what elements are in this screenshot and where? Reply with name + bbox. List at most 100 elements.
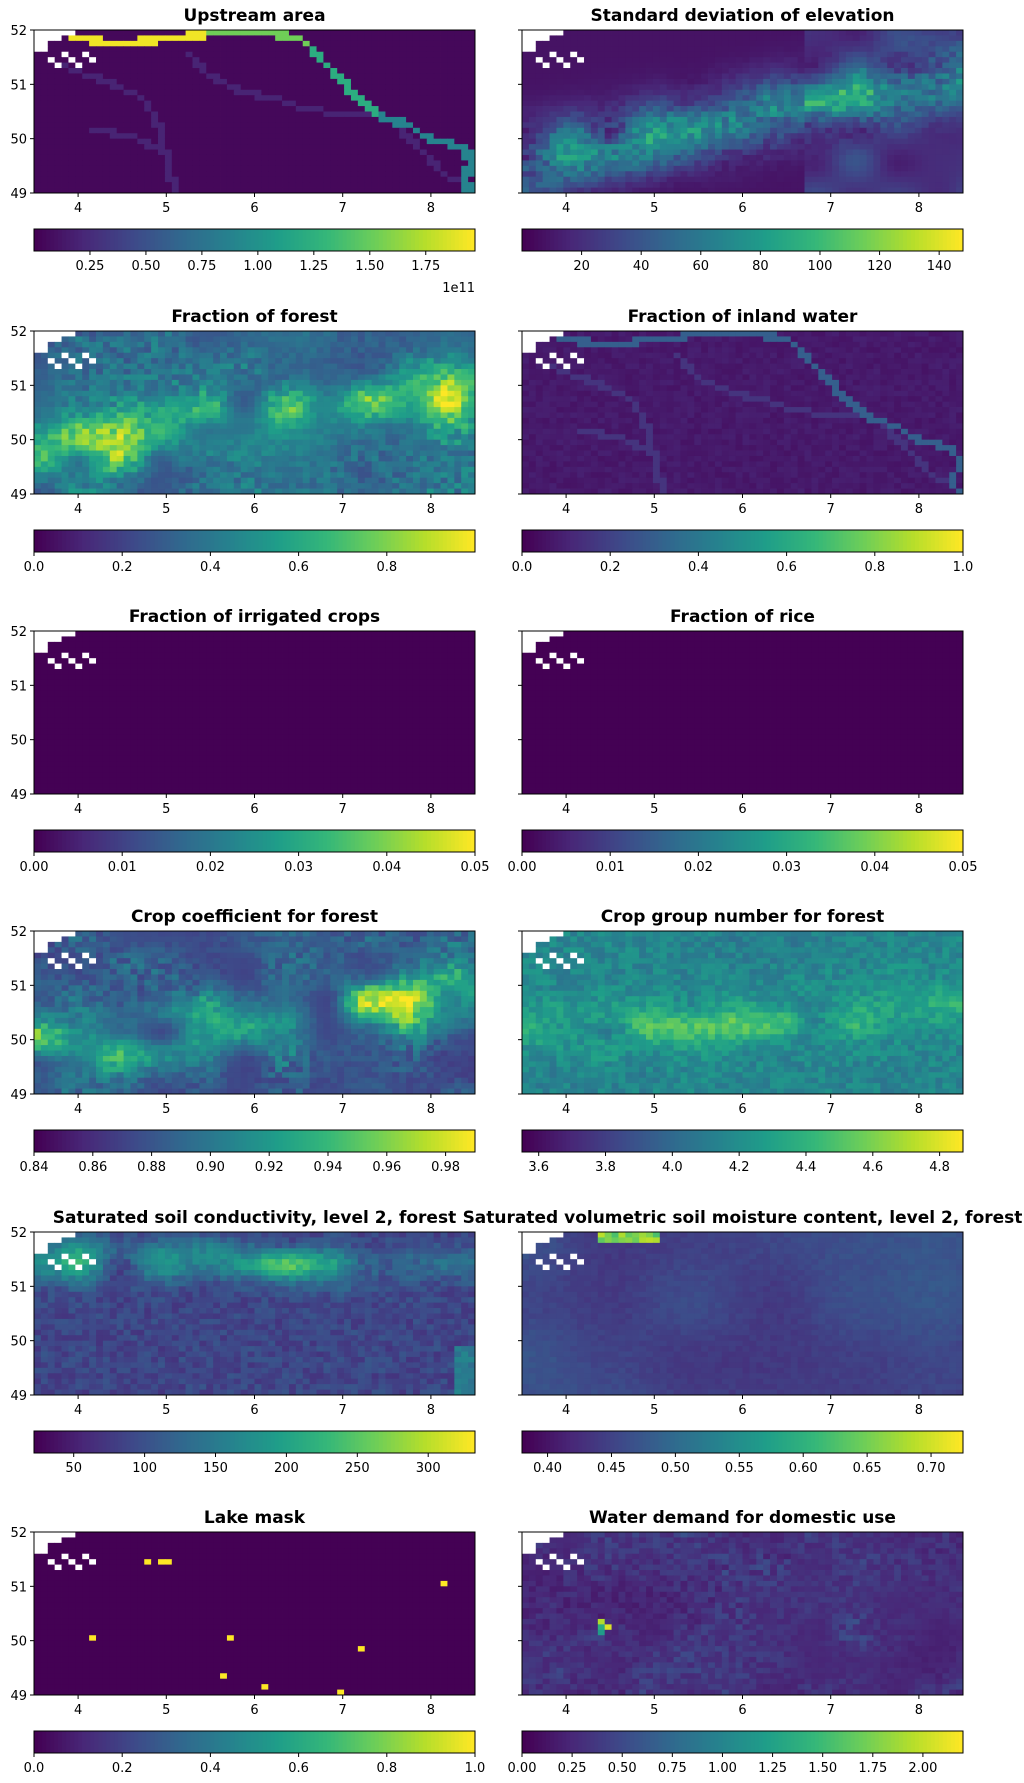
colorbar-tick-label: 0.0: [24, 1761, 45, 1776]
map-y-tick-label: 49: [10, 488, 27, 503]
map-x-tick-label: 6: [250, 1703, 258, 1718]
colorbar-tick-label: 0.6: [776, 560, 797, 575]
map-y-tick-label: 51: [10, 1580, 27, 1595]
colorbar-tick-label: 0.2: [112, 560, 133, 575]
panel-title: Fraction of inland water: [628, 307, 858, 327]
colorbar-tick-label: 0.50: [608, 1761, 637, 1776]
colorbar-tick-label: 0.90: [196, 1160, 225, 1175]
map-x-tick-label: 6: [738, 1102, 746, 1117]
map-x-tick-label: 6: [250, 502, 258, 517]
map-y-tick-label: 51: [10, 1280, 27, 1295]
map-x-tick-label: 5: [650, 1403, 658, 1418]
map-x-tick-label: 7: [339, 1403, 347, 1418]
colorbar-tick-label: 1.00: [243, 259, 272, 274]
colorbar-tick-label: 0.04: [372, 860, 401, 875]
map-x-tick-label: 7: [339, 1102, 347, 1117]
map-x-tick-label: 4: [562, 1703, 570, 1718]
colorbar: 20 40 60 80 100 120 140: [522, 229, 964, 274]
map-x-tick-label: 4: [562, 502, 570, 517]
panel-title: Crop coefficient for forest: [131, 907, 378, 927]
map-x-tick-label: 7: [339, 502, 347, 517]
colorbar-tick-label: 2.00: [908, 1761, 937, 1776]
map-x-tick-label: 4: [74, 502, 82, 517]
colorbar-tick-label: 0.01: [108, 860, 137, 875]
map-x-tick-label: 6: [738, 802, 746, 817]
map-x-tick-label: 4: [74, 1703, 82, 1718]
panel-title: Fraction of rice: [670, 607, 815, 627]
map-x-tick-label: 8: [427, 502, 435, 517]
panel-title: Fraction of forest: [171, 307, 337, 327]
colorbar-tick-label: 1.50: [808, 1761, 837, 1776]
map-raster: [34, 931, 475, 1094]
colorbar-tick-label: 0.75: [658, 1761, 687, 1776]
map-x-tick-label: 7: [827, 502, 835, 517]
colorbar-tick-label: 0.45: [597, 1461, 626, 1476]
colorbar-tick-label: 150: [203, 1461, 228, 1476]
colorbar-tick-label: 4.8: [929, 1160, 950, 1175]
map-x-tick-label: 7: [827, 201, 835, 216]
colorbar: 3.6 3.8 4.0 4.2 4.4 4.6 4.8: [522, 1130, 964, 1175]
colorbar-tick-label: 0.96: [372, 1160, 401, 1175]
map-x-tick-label: 5: [650, 502, 658, 517]
colorbar-tick-label: 0.4: [688, 560, 709, 575]
colorbar-tick-label: 0.6: [288, 1761, 309, 1776]
colorbar-tick-label: 4.2: [729, 1160, 750, 1175]
map-y-tick-label: 52: [10, 1526, 27, 1541]
map-y-tick-label: 50: [10, 1635, 27, 1650]
colorbar-tick-label: 0.65: [853, 1461, 882, 1476]
colorbar-tick-label: 0.03: [284, 860, 313, 875]
map-x-tick-label: 6: [250, 1403, 258, 1418]
map-x-tick-label: 8: [427, 201, 435, 216]
panel-title: Crop group number for forest: [601, 907, 885, 927]
colorbar-tick-label: 0.98: [431, 1160, 460, 1175]
map-x-tick-label: 5: [162, 201, 170, 216]
map-raster: [34, 631, 475, 794]
colorbar-tick-label: 140: [927, 259, 952, 274]
map-y-tick-label: 50: [10, 133, 27, 148]
colorbar-tick-label: 0.94: [314, 1160, 343, 1175]
map-raster: [34, 1532, 475, 1695]
colorbar: 0.0 0.2 0.4 0.6 0.8: [24, 530, 476, 575]
map-x-tick-label: 6: [250, 201, 258, 216]
map-x-tick-label: 4: [562, 201, 570, 216]
colorbar: 0.00 0.01 0.02 0.03 0.04 0.05: [20, 830, 490, 875]
map-raster: [522, 1532, 963, 1695]
colorbar-tick-label: 0.8: [376, 560, 397, 575]
map-x-tick-label: 6: [738, 201, 746, 216]
map-x-tick-label: 7: [339, 802, 347, 817]
map-x-tick-label: 5: [162, 1703, 170, 1718]
colorbar-tick-label: 0.2: [112, 1761, 133, 1776]
map-y-tick-label: 52: [10, 325, 27, 340]
colorbar-tick-label: 0.55: [725, 1461, 754, 1476]
colorbar-tick-label: 0.84: [20, 1160, 49, 1175]
colorbar-tick-label: 1.0: [465, 1761, 486, 1776]
colorbar-tick-label: 100: [132, 1461, 157, 1476]
colorbar-tick-label: 0.0: [512, 560, 533, 575]
map-y-tick-label: 52: [10, 625, 27, 640]
map-y-tick-label: 49: [10, 788, 27, 803]
map-x-tick-label: 5: [162, 502, 170, 517]
map-raster: [522, 931, 963, 1094]
colorbar-tick-label: 50: [65, 1461, 82, 1476]
map-x-tick-label: 5: [162, 1403, 170, 1418]
colorbar-tick-label: 300: [416, 1461, 441, 1476]
colorbar-tick-label: 0.70: [917, 1461, 946, 1476]
map-x-tick-label: 8: [915, 201, 923, 216]
colorbar-tick-label: 0.4: [200, 560, 221, 575]
colorbar-tick-label: 80: [752, 259, 769, 274]
map-x-tick-label: 4: [74, 201, 82, 216]
colorbar-tick-label: 0.40: [533, 1461, 562, 1476]
map-x-tick-label: 7: [827, 1703, 835, 1718]
map-x-tick-label: 7: [827, 802, 835, 817]
colorbar-tick-label: 250: [345, 1461, 370, 1476]
colorbar: 0.00 0.01 0.02 0.03 0.04 0.05: [508, 830, 978, 875]
colorbar: 50 100 150 200 250 300: [34, 1431, 476, 1476]
panel-title: Saturated soil conductivity, level 2, fo…: [53, 1208, 456, 1228]
map-x-tick-label: 5: [650, 1102, 658, 1117]
map-raster: [522, 30, 963, 193]
